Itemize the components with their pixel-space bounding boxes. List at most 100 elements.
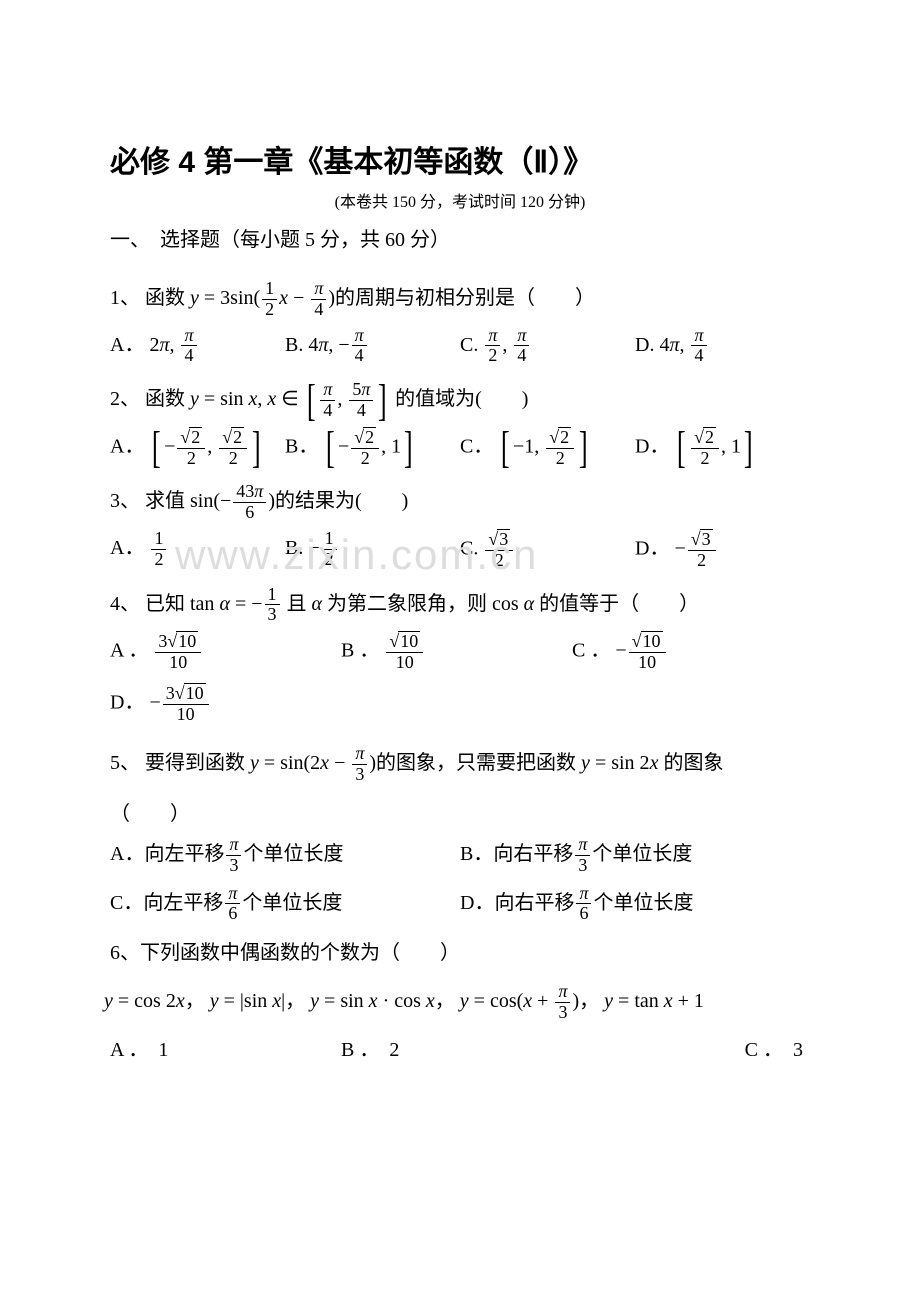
q6-c2: ， (285, 990, 305, 1012)
q2-in: ∈ (281, 388, 298, 410)
q4-a3: α (524, 592, 535, 614)
q5a-3: 3 (226, 856, 241, 876)
q5c-post: 个单位长度 (242, 891, 342, 913)
q3-optA: A． 12 (110, 529, 285, 571)
section-heading: 一、 选择题（每小题 5 分，共 60 分） (110, 225, 810, 255)
q4-mid2: 为第二象限角，则 (327, 592, 487, 614)
q6-x3: x (369, 990, 378, 1012)
q2-options: A． [−√22, √22] B． [−√22, 1] C． [−1, √22]… (110, 427, 810, 469)
q1-optB: B. 4π, −π4 (285, 326, 460, 367)
q6-optB: B ． 2 (341, 1035, 572, 1065)
q5-paren: （ ） (110, 799, 810, 829)
q1d-4: 4 (691, 346, 706, 366)
q3-options: www.zixin.com.cn A． 12 B. −12 C. √32 D． … (110, 529, 810, 571)
q5-prefix: 要得到函数 (145, 752, 245, 774)
q2-optA-label: A． (110, 435, 144, 457)
q1-optA: A． 2π, π4 (110, 326, 285, 367)
q4-mid1: 且 (287, 592, 307, 614)
q3-optB-label: B. (285, 537, 303, 559)
q2-pi2: π (361, 379, 370, 399)
q1b-pi2: π (352, 326, 367, 347)
q5-optA-label: A． (110, 843, 144, 865)
q1-frac-den: 2 (262, 300, 277, 320)
q1c-pi: π (485, 326, 500, 347)
q4d-s10: 10 (184, 683, 206, 704)
q3a-2: 2 (151, 550, 166, 570)
q2-mid: 的值域为( ) (395, 388, 528, 410)
q2b-s2: 2 (363, 427, 376, 448)
q1-optD: D. 4π, π4 (635, 326, 810, 367)
q3b-1: 1 (322, 529, 337, 550)
q2-optA: A． [−√22, √22] (110, 427, 285, 469)
question-1: 1、 函数 y = 3sin(12x − π4)的周期与初相分别是（ ） (110, 279, 810, 320)
q1-func-y: y (190, 287, 199, 309)
q4-options: A ． 3√1010 B ． √1010 C ． −√1010 D． −3√10… (110, 631, 810, 730)
q5-optD-label: D． (460, 891, 494, 913)
q3-optD: D． −√32 (635, 529, 810, 571)
q5-optC: C．向左平移π6个单位长度 (110, 884, 460, 925)
q1-optD-label: D. (635, 333, 654, 355)
q1-optC: C. π2, π4 (460, 326, 635, 367)
q4-1: 1 (265, 585, 280, 606)
q2-optB: B． [−√22, 1] (285, 427, 460, 469)
q3-optB: B. −12 (285, 529, 460, 571)
question-6: 6、下列函数中偶函数的个数为（ ） (110, 938, 810, 968)
q4-a2: α (312, 592, 323, 614)
q3a-1: 1 (151, 529, 166, 550)
q1c-2: 2 (485, 346, 500, 366)
q5-x2: x (650, 752, 659, 774)
q5-mid2: 的图象 (663, 752, 723, 774)
q4-optC-label: C ． (572, 640, 610, 662)
q2-optD-label: D． (635, 435, 669, 457)
q2-optD: D． [√22, 1] (635, 427, 810, 469)
q6-funcs: y = cos 2x， y = |sin x|， y = sin x · cos… (104, 982, 810, 1023)
q2-x2: x (267, 388, 276, 410)
q1a-pi2: π (181, 326, 196, 347)
q2-optC-label: C． (460, 435, 493, 457)
q5a-post: 个单位长度 (243, 843, 343, 865)
q2-4a: 4 (320, 401, 335, 421)
q5b-pi: π (575, 835, 590, 856)
q2c-2: 2 (546, 449, 574, 469)
q5d-pi: π (576, 884, 591, 905)
q5-optA: A．向左平移π3个单位长度 (110, 835, 460, 876)
q1c-pi2: π (514, 326, 529, 347)
q1c-4: 4 (514, 346, 529, 366)
q3-num: 3、 (110, 490, 140, 512)
q5b-post: 个单位长度 (592, 843, 692, 865)
q6-options: A ． 1 B ． 2 C ． 3 (110, 1035, 810, 1065)
q5d-post: 个单位长度 (593, 891, 693, 913)
q3d-2: 2 (688, 551, 716, 571)
q6-x2: x (272, 990, 281, 1012)
q4-a1: α (219, 592, 230, 614)
q2d-2: 2 (691, 449, 719, 469)
q6-3: 3 (555, 1003, 570, 1023)
q1-prefix: 函数 (145, 287, 185, 309)
q3-optA-label: A． (110, 537, 144, 559)
q5c-6: 6 (225, 904, 240, 924)
q4-optD: D． −3√1010 (110, 683, 810, 725)
question-5: 5、 要得到函数 y = sin(2x − π3)的图象，只需要把函数 y = … (110, 744, 810, 785)
q4-optB-label: B ． (341, 640, 379, 662)
q5d-6: 6 (576, 904, 591, 924)
q1-optC-label: C. (460, 333, 478, 355)
q6-c3: ， (435, 990, 455, 1012)
q1-frac-num: 1 (262, 279, 277, 300)
q5c-pre: 向左平移 (143, 891, 223, 913)
q3c-2: 2 (485, 551, 513, 571)
q6-c1: ， (185, 990, 205, 1012)
q6-x6: x (664, 990, 673, 1012)
q1a-pi: π (159, 333, 169, 355)
q5-optB: B．向右平移π3个单位长度 (460, 835, 810, 876)
q5-mid1: 的图象，只需要把函数 (376, 752, 576, 774)
q1-x: x (279, 287, 288, 309)
q3-optC-label: C. (460, 537, 478, 559)
q6-num: 6、 (110, 942, 140, 964)
q3-6: 6 (233, 503, 266, 523)
q5-optC-label: C． (110, 891, 143, 913)
q2a-2b: 2 (219, 449, 247, 469)
q5-3: 3 (352, 765, 367, 785)
q4-optD-label: D． (110, 691, 144, 713)
q5-num: 5、 (110, 752, 140, 774)
q4-prefix: 已知 (145, 592, 185, 614)
